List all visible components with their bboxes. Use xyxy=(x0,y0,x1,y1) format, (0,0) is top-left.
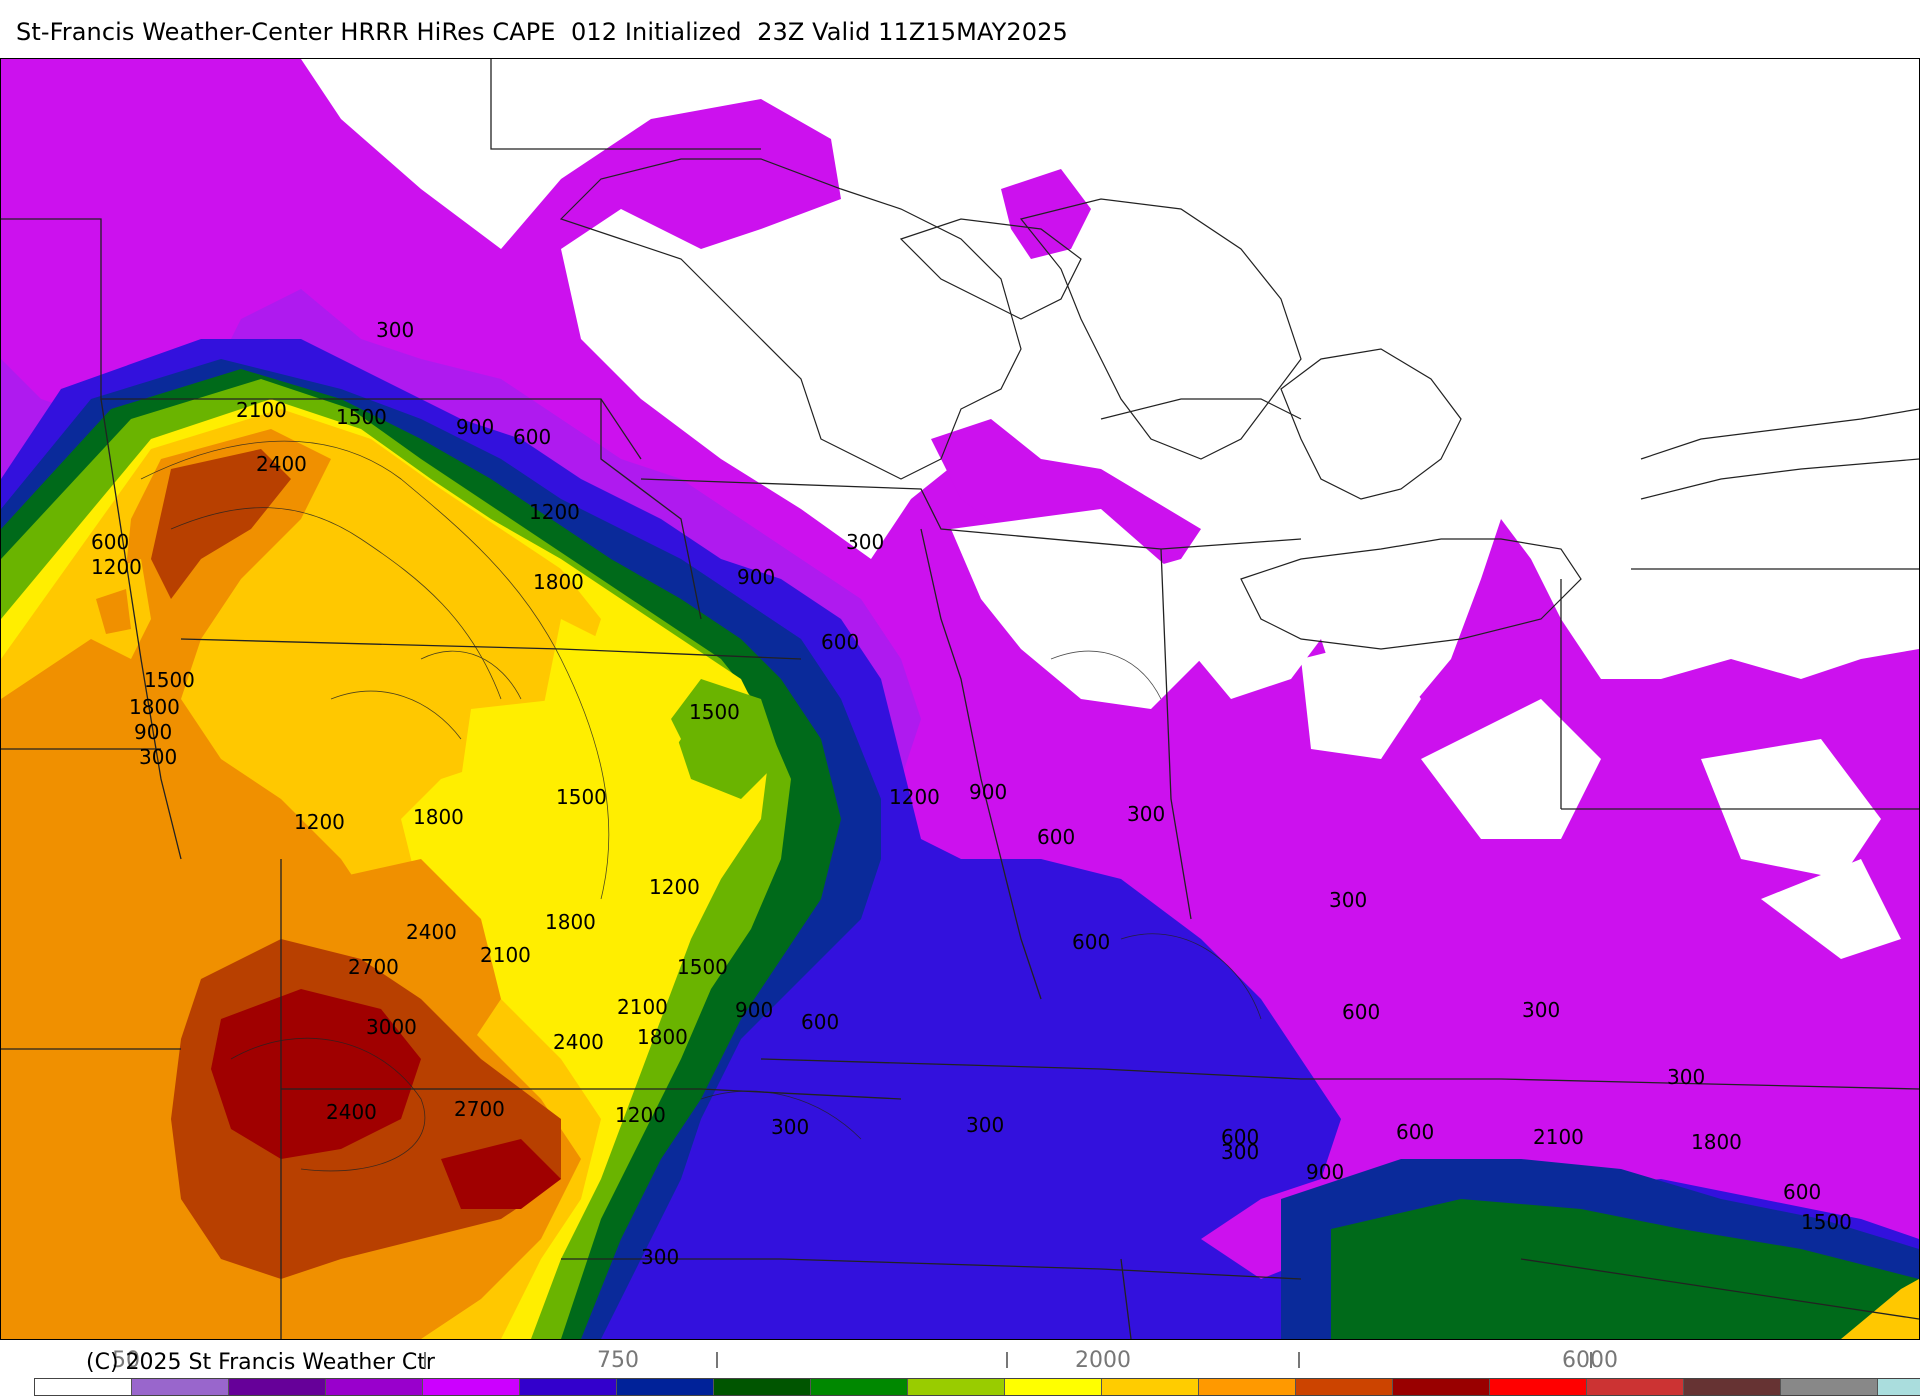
colorbar-swatch xyxy=(1684,1379,1781,1395)
contour-label: 1200 xyxy=(529,500,580,524)
contour-label: 1800 xyxy=(533,570,584,594)
contour-label: 300 xyxy=(641,1245,679,1269)
contour-label: 600 xyxy=(1221,1125,1259,1149)
colorbar-tick-label: 50 xyxy=(112,1348,140,1373)
great-lakes xyxy=(559,158,1919,650)
contour-label: 300 xyxy=(1522,998,1560,1022)
colorbar-legend: 50 (C) 2025 St Francis Weather Ctr 750 2… xyxy=(0,1340,1920,1400)
contour-label: 2400 xyxy=(406,920,457,944)
contour-label: 2400 xyxy=(256,452,307,476)
colorbar-swatch xyxy=(1393,1379,1490,1395)
contour-label: 1500 xyxy=(1801,1210,1852,1234)
contour-label: 1200 xyxy=(294,810,345,834)
colorbar-tick xyxy=(716,1352,718,1368)
contour-label: 600 xyxy=(1783,1180,1821,1204)
colorbar-tick xyxy=(1298,1352,1300,1368)
contour-label: 900 xyxy=(735,998,773,1022)
contour-label: 1200 xyxy=(649,875,700,899)
cape-band-3000 xyxy=(211,989,421,1159)
colorbar-swatch xyxy=(520,1379,617,1395)
contour-label: 1500 xyxy=(336,405,387,429)
contour-label: 1800 xyxy=(545,910,596,934)
contour-label: 1800 xyxy=(637,1025,688,1049)
contour-label: 600 xyxy=(91,530,129,554)
cape-band-2700 xyxy=(151,449,291,599)
contour-label: 2100 xyxy=(617,995,668,1019)
contour-label: 2700 xyxy=(348,955,399,979)
contour-label: 900 xyxy=(134,720,172,744)
colorbar xyxy=(34,1378,1920,1396)
contour-label: 300 xyxy=(771,1115,809,1139)
colorbar-swatch xyxy=(1781,1379,1878,1395)
colorbar-swatch xyxy=(1490,1379,1587,1395)
colorbar-tick xyxy=(1590,1352,1592,1368)
cape-contours xyxy=(140,440,1262,1172)
contour-label: 900 xyxy=(737,565,775,589)
contour-label: 900 xyxy=(456,415,494,439)
contour-label: 1800 xyxy=(129,695,180,719)
contour-label: 300 xyxy=(139,745,177,769)
cape-map: 300 2100 1500 900 600 2400 600 1200 1200… xyxy=(0,58,1920,1340)
contour-label: 2100 xyxy=(1533,1125,1584,1149)
contour-label: 300 xyxy=(1221,1140,1259,1164)
contour-label: 600 xyxy=(1072,930,1110,954)
colorbar-tick xyxy=(1006,1352,1008,1368)
contour-label: 300 xyxy=(376,318,414,342)
contour-label: 1500 xyxy=(689,700,740,724)
contour-label: 1800 xyxy=(1691,1130,1742,1154)
colorbar-swatch xyxy=(132,1379,229,1395)
contour-label: 1500 xyxy=(144,668,195,692)
colorbar-swatch xyxy=(229,1379,326,1395)
contour-label: 300 xyxy=(846,530,884,554)
copyright-text: (C) 2025 St Francis Weather Ctr xyxy=(86,1350,435,1375)
contour-label: 1200 xyxy=(91,555,142,579)
colorbar-swatch xyxy=(1587,1379,1684,1395)
colorbar-swatch xyxy=(1878,1379,1920,1395)
map-title: St-Francis Weather-Center HRRR HiRes CAP… xyxy=(16,18,1068,46)
contour-labels: 300 2100 1500 900 600 2400 600 1200 1200… xyxy=(91,318,1852,1269)
contour-label: 600 xyxy=(801,1010,839,1034)
contour-label: 1200 xyxy=(889,785,940,809)
colorbar-swatch xyxy=(1296,1379,1393,1395)
colorbar-tick xyxy=(424,1352,426,1368)
colorbar-swatch xyxy=(811,1379,908,1395)
colorbar-swatch xyxy=(908,1379,1005,1395)
contour-label: 2700 xyxy=(454,1097,505,1121)
contour-label: 1500 xyxy=(556,785,607,809)
colorbar-swatch xyxy=(617,1379,714,1395)
colorbar-swatch xyxy=(714,1379,811,1395)
contour-label: 2400 xyxy=(326,1100,377,1124)
political-boundaries xyxy=(1,59,1919,1339)
contour-label: 600 xyxy=(1037,825,1075,849)
colorbar-tick-label: 2000 xyxy=(1075,1348,1131,1373)
contour-label: 900 xyxy=(969,780,1007,804)
contour-label: 600 xyxy=(1396,1120,1434,1144)
colorbar-swatch xyxy=(35,1379,132,1395)
contour-label: 1500 xyxy=(677,955,728,979)
colorbar-swatch xyxy=(1005,1379,1102,1395)
contour-label: 3000 xyxy=(366,1015,417,1039)
contour-label: 300 xyxy=(966,1113,1004,1137)
contour-label: 1800 xyxy=(413,805,464,829)
contour-label: 300 xyxy=(1329,888,1367,912)
contour-label: 300 xyxy=(1127,802,1165,826)
contour-label: 900 xyxy=(1306,1160,1344,1184)
colorbar-swatch xyxy=(423,1379,520,1395)
contour-label: 300 xyxy=(1667,1065,1705,1089)
colorbar-swatch xyxy=(1102,1379,1199,1395)
contour-label: 1200 xyxy=(615,1103,666,1127)
contour-label: 600 xyxy=(1342,1000,1380,1024)
contour-label: 600 xyxy=(513,425,551,449)
contour-label: 2100 xyxy=(480,943,531,967)
colorbar-tick-label: 750 xyxy=(597,1348,639,1373)
contour-label: 600 xyxy=(821,630,859,654)
colorbar-swatch xyxy=(326,1379,423,1395)
colorbar-swatch xyxy=(1199,1379,1296,1395)
contour-label: 2400 xyxy=(553,1030,604,1054)
contour-label: 2100 xyxy=(236,398,287,422)
